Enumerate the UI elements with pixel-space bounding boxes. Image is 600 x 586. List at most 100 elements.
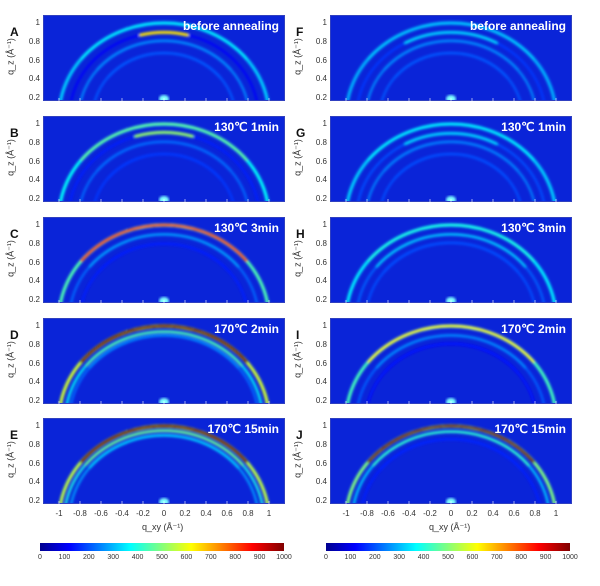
colorbar-tick-label: 100 (58, 554, 71, 561)
y-tick-label: 0.6 (315, 55, 327, 65)
condition-annotation: 170℃ 15min (494, 422, 566, 436)
colorbar-tick-label: 900 (253, 554, 266, 561)
ring-peak-arc (88, 434, 240, 469)
y-tick-label: 0.6 (28, 358, 40, 368)
panel-label: I (296, 328, 300, 342)
condition-annotation: before annealing (469, 19, 566, 33)
y-tick-label: 0.8 (28, 238, 40, 248)
y-tick-label: 0.8 (315, 238, 327, 248)
y-tick-label: 0.6 (28, 458, 40, 468)
panel-label: C (10, 227, 19, 241)
x-tick-label: 0 (448, 509, 454, 518)
y-axis-label: q_z (Å⁻¹) (5, 139, 16, 176)
ring-peak-arc (383, 140, 519, 172)
colorbar-tick-label: 700 (490, 554, 503, 561)
condition-annotation: 130℃ 1min (214, 120, 279, 134)
ring-peak-arc (372, 430, 530, 467)
y-tick-label: 0.2 (28, 496, 40, 505)
ring-peak-arc (88, 233, 240, 268)
ring-peak-arc (80, 324, 248, 363)
y-tick-label: 1 (35, 321, 40, 330)
panel-label: J (296, 428, 303, 442)
ring-peak-arc (367, 324, 535, 363)
y-tick-label: 0.4 (315, 377, 327, 387)
y-axis-label: q_z (Å⁻¹) (292, 341, 303, 378)
colorbar-tick-label: 200 (82, 554, 95, 561)
scattering-pattern-panel: 170℃ 2min (43, 318, 285, 516)
y-tick-label: 0.4 (28, 377, 40, 387)
colorbar-tick-label: 700 (204, 554, 217, 561)
y-tick-label: 0.8 (28, 137, 40, 147)
panel-label: E (10, 428, 19, 442)
y-tick-label: 0.6 (315, 358, 327, 368)
panel-label: H (296, 227, 305, 241)
ring-peak-arc (96, 39, 232, 71)
ring-peak-arc (404, 131, 498, 146)
y-tick-label: 1 (35, 421, 40, 430)
x-tick-label: -1 (342, 509, 350, 518)
ring-peak-arc (106, 152, 222, 180)
y-tick-label: 1 (35, 220, 40, 229)
colorbar (326, 543, 570, 551)
y-tick-label: 0.4 (28, 175, 40, 185)
y-tick-label: 0.2 (28, 93, 40, 102)
panel-label: D (10, 328, 19, 342)
x-axis-label: q_xy (Å⁻¹) (429, 522, 471, 532)
x-tick-label: -0.4 (402, 509, 416, 518)
panel-label: G (296, 126, 306, 140)
ring-peak-arc (393, 51, 509, 79)
y-tick-label: 1 (35, 18, 40, 27)
colorbar-tick-label: 500 (156, 554, 168, 561)
y-tick-label: 0.4 (28, 74, 40, 84)
x-tick-label: 0.8 (529, 509, 541, 518)
y-tick-label: 0.8 (315, 339, 327, 349)
condition-annotation: 130℃ 3min (214, 221, 279, 235)
y-tick-label: 0.8 (315, 36, 327, 46)
panel-label: F (296, 25, 304, 39)
scattering-pattern-panel: 130℃ 1min (43, 116, 285, 314)
ring-peak-arc (367, 424, 535, 463)
ring-peak-arc (80, 21, 248, 60)
condition-annotation: 170℃ 2min (214, 322, 279, 336)
ring-peak-arc (84, 429, 244, 466)
y-tick-label: 0.2 (315, 93, 327, 102)
scattering-pattern-panel: before annealing (43, 15, 285, 213)
y-axis-label: q_z (Å⁻¹) (5, 240, 16, 277)
ring-peak-arc (134, 130, 194, 138)
panel-label: A (10, 25, 19, 39)
y-tick-label: 0.2 (315, 194, 327, 203)
ring-peak-arc (375, 334, 527, 369)
x-tick-label: -0.6 (381, 509, 395, 518)
scattering-pattern-panel: 130℃ 3min (43, 217, 285, 415)
x-tick-label: 0.4 (487, 509, 499, 518)
colorbar-tick-label: 400 (131, 554, 144, 561)
x-tick-label: 0 (161, 509, 167, 518)
x-tick-label: -0.2 (423, 509, 437, 518)
ring-peak-arc (85, 330, 243, 367)
ring-peak-arc (80, 424, 248, 463)
y-tick-label: 0.6 (315, 458, 327, 468)
condition-annotation: 130℃ 1min (501, 120, 566, 134)
x-tick-label: -0.8 (360, 509, 374, 518)
y-tick-label: 1 (322, 119, 327, 128)
x-tick-label: 0.6 (508, 509, 520, 518)
y-tick-label: 0.4 (315, 74, 327, 84)
y-tick-label: 0.2 (315, 496, 327, 505)
ring-peak-arc (80, 122, 248, 161)
scattering-pattern-panel: 170℃ 15min (330, 418, 572, 586)
pattern-image (43, 15, 285, 213)
colorbar-tick-label: 300 (107, 554, 120, 561)
x-tick-label: 0.4 (200, 509, 212, 518)
colorbar-tick-label: 300 (393, 554, 406, 561)
y-axis-label: q_z (Å⁻¹) (292, 38, 303, 75)
ring-peak-arc (367, 223, 535, 262)
ring-peak-arc (393, 152, 509, 180)
x-tick-label: -1 (55, 509, 63, 518)
colorbar-tick-label: 0 (324, 554, 328, 561)
x-tick-label: 0.6 (221, 509, 233, 518)
y-tick-label: 0.2 (315, 396, 327, 405)
y-tick-label: 1 (322, 421, 327, 430)
y-tick-label: 0.4 (315, 276, 327, 286)
y-tick-label: 1 (322, 321, 327, 330)
condition-annotation: before annealing (182, 19, 279, 33)
